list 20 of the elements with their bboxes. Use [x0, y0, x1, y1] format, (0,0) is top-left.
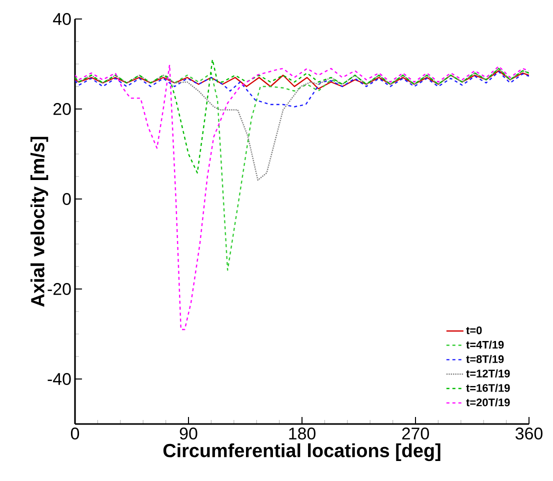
legend-label: t=8T/19 — [466, 354, 504, 364]
y-tick-label: 0 — [62, 193, 71, 206]
legend-label: t=4T/19 — [466, 340, 504, 349]
y-tick-label: -40 — [48, 373, 71, 386]
legend-label: t=16T/19 — [466, 384, 510, 392]
y-axis-title: Axial velocity [m/s] — [30, 136, 48, 307]
x-tick-label: 270 — [402, 428, 429, 440]
line-series — [75, 70, 530, 90]
x-tick-label: 180 — [289, 428, 316, 440]
y-tick-label: 40 — [53, 13, 71, 26]
y-tick-label: -20 — [48, 283, 71, 296]
line-series — [75, 71, 530, 108]
x-tick-label: 0 — [70, 428, 80, 440]
y-tick-label: 20 — [54, 103, 71, 116]
legend-label: t=20T/19 — [466, 398, 510, 406]
x-tick-label: 90 — [180, 428, 198, 440]
x-tick-label: 360 — [516, 428, 542, 440]
legend-label: t=0 — [466, 326, 482, 334]
legend-label: t=12T/19 — [466, 369, 510, 378]
x-axis-title: Circumferential locations [deg] — [163, 443, 440, 462]
